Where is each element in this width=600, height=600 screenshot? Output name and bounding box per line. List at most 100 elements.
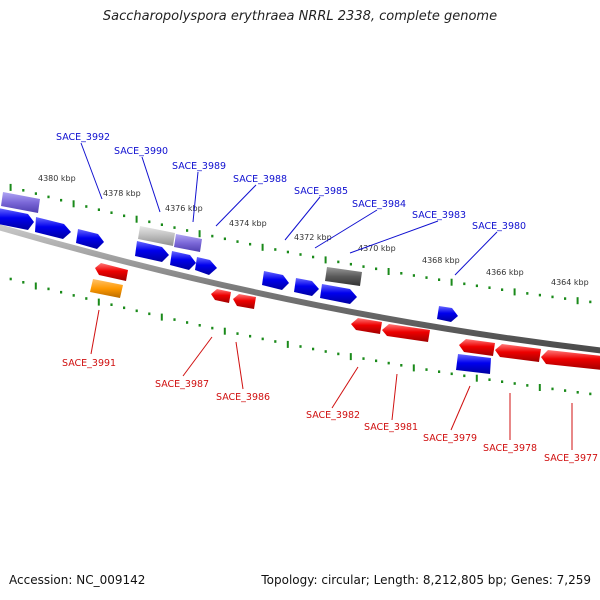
minor-tick (337, 352, 340, 356)
gene-label-sace-3979[interactable]: SACE_3979 (423, 433, 477, 444)
minor-tick (249, 242, 252, 246)
minor-tick (589, 392, 592, 396)
major-tick (450, 278, 453, 286)
gene-feature[interactable] (456, 354, 491, 374)
forward-genes (0, 192, 491, 374)
major-tick (324, 256, 327, 264)
gene-feature[interactable] (95, 263, 128, 281)
minor-tick (564, 389, 567, 392)
minor-tick (186, 321, 189, 324)
gene-label-sace-3991[interactable]: SACE_3991 (62, 358, 116, 369)
minor-tick (9, 277, 12, 281)
minor-tick (412, 274, 415, 277)
gene-feature[interactable] (135, 241, 169, 262)
gene-label-sace-3987[interactable]: SACE_3987 (155, 379, 209, 390)
gene-label-sace-3986[interactable]: SACE_3986 (216, 392, 270, 403)
minor-tick (576, 391, 579, 394)
minor-tick (47, 287, 50, 291)
minor-tick (400, 272, 403, 275)
gene-feature[interactable] (459, 339, 495, 356)
minor-tick (148, 312, 151, 316)
major-tick (513, 288, 516, 296)
minor-tick (261, 337, 264, 341)
major-tick (34, 282, 37, 290)
minor-tick (299, 253, 302, 256)
gene-label-sace-3989[interactable]: SACE_3989 (172, 161, 226, 172)
rna-feature[interactable] (174, 234, 202, 252)
minor-tick (60, 290, 63, 294)
map-title: Saccharopolyspora erythraea NRRL 2338, c… (102, 9, 498, 24)
tick-label-4380: 4380 kbp (38, 174, 76, 183)
dark-feature[interactable] (325, 267, 362, 286)
gene-feature[interactable] (294, 278, 319, 296)
gene-label-sace-3981[interactable]: SACE_3981 (364, 422, 418, 433)
gene-feature[interactable] (195, 257, 217, 275)
minor-tick (488, 378, 491, 381)
gene-label-sace-3988[interactable]: SACE_3988 (233, 174, 287, 185)
minor-tick (85, 205, 88, 208)
pseudo-feature[interactable] (138, 226, 175, 246)
leader-line (90, 309, 100, 355)
minor-tick (337, 260, 340, 264)
minor-tick (110, 211, 113, 214)
leader-line (450, 385, 471, 431)
minor-tick (135, 309, 138, 313)
gene-label-sace-3983[interactable]: SACE_3983 (412, 210, 466, 221)
tick-row-upper (9, 183, 592, 305)
leader-line (182, 336, 213, 377)
gene-label-sace-3977[interactable]: SACE_3977 (544, 453, 598, 464)
gene-label-sace-3978[interactable]: SACE_3978 (483, 443, 537, 454)
gene-label-sace-3990[interactable]: SACE_3990 (114, 146, 168, 157)
leader-line (314, 209, 378, 249)
minor-tick (513, 382, 516, 385)
minor-tick (22, 281, 25, 284)
minor-tick (501, 380, 504, 383)
major-tick (261, 243, 264, 251)
gene-feature[interactable] (76, 229, 104, 249)
gene-label-sace-3982[interactable]: SACE_3982 (306, 410, 360, 421)
gene-feature[interactable] (0, 208, 34, 230)
minor-tick (501, 288, 504, 291)
tick-label-4364: 4364 kbp (551, 278, 589, 287)
gene-feature[interactable] (233, 294, 256, 309)
minor-tick (160, 223, 163, 226)
gene-feature[interactable] (35, 217, 71, 239)
gene-feature[interactable] (170, 251, 196, 270)
leader-line (284, 196, 321, 241)
gene-feature[interactable] (351, 318, 382, 334)
rna-feature[interactable] (1, 192, 40, 213)
gene-label-sace-3980[interactable]: SACE_3980 (472, 221, 526, 232)
gene-label-sace-3984[interactable]: SACE_3984 (352, 199, 406, 210)
leader-line (215, 184, 257, 227)
major-tick (412, 364, 415, 372)
gene-feature[interactable] (262, 271, 289, 290)
tick-label-4378: 4378 kbp (103, 189, 141, 198)
minor-tick (211, 326, 214, 330)
minor-tick (34, 192, 37, 195)
minor-tick (97, 208, 100, 211)
minor-tick (123, 306, 126, 310)
gene-feature[interactable] (541, 350, 600, 370)
minor-tick (526, 292, 529, 295)
minor-tick (375, 359, 378, 363)
minor-tick (72, 294, 75, 297)
minor-tick (425, 276, 428, 279)
gene-feature[interactable] (211, 289, 231, 303)
gene-label-sace-3985[interactable]: SACE_3985 (294, 186, 348, 197)
minor-tick (362, 357, 365, 360)
minor-tick (438, 370, 441, 373)
gene-feature[interactable] (495, 344, 541, 362)
minor-tick (438, 278, 441, 281)
gene-label-sace-3992[interactable]: SACE_3992 (56, 132, 110, 143)
minor-tick (299, 345, 302, 348)
minor-tick (148, 220, 151, 224)
major-tick (160, 313, 163, 321)
minor-tick (110, 303, 113, 306)
orange-feature[interactable] (90, 279, 123, 298)
gene-feature[interactable] (437, 306, 458, 322)
genome-backbone (0, 224, 600, 354)
major-tick (538, 384, 541, 391)
reverse-genes (90, 263, 600, 370)
gene-feature[interactable] (382, 324, 430, 342)
gene-feature[interactable] (320, 284, 357, 304)
